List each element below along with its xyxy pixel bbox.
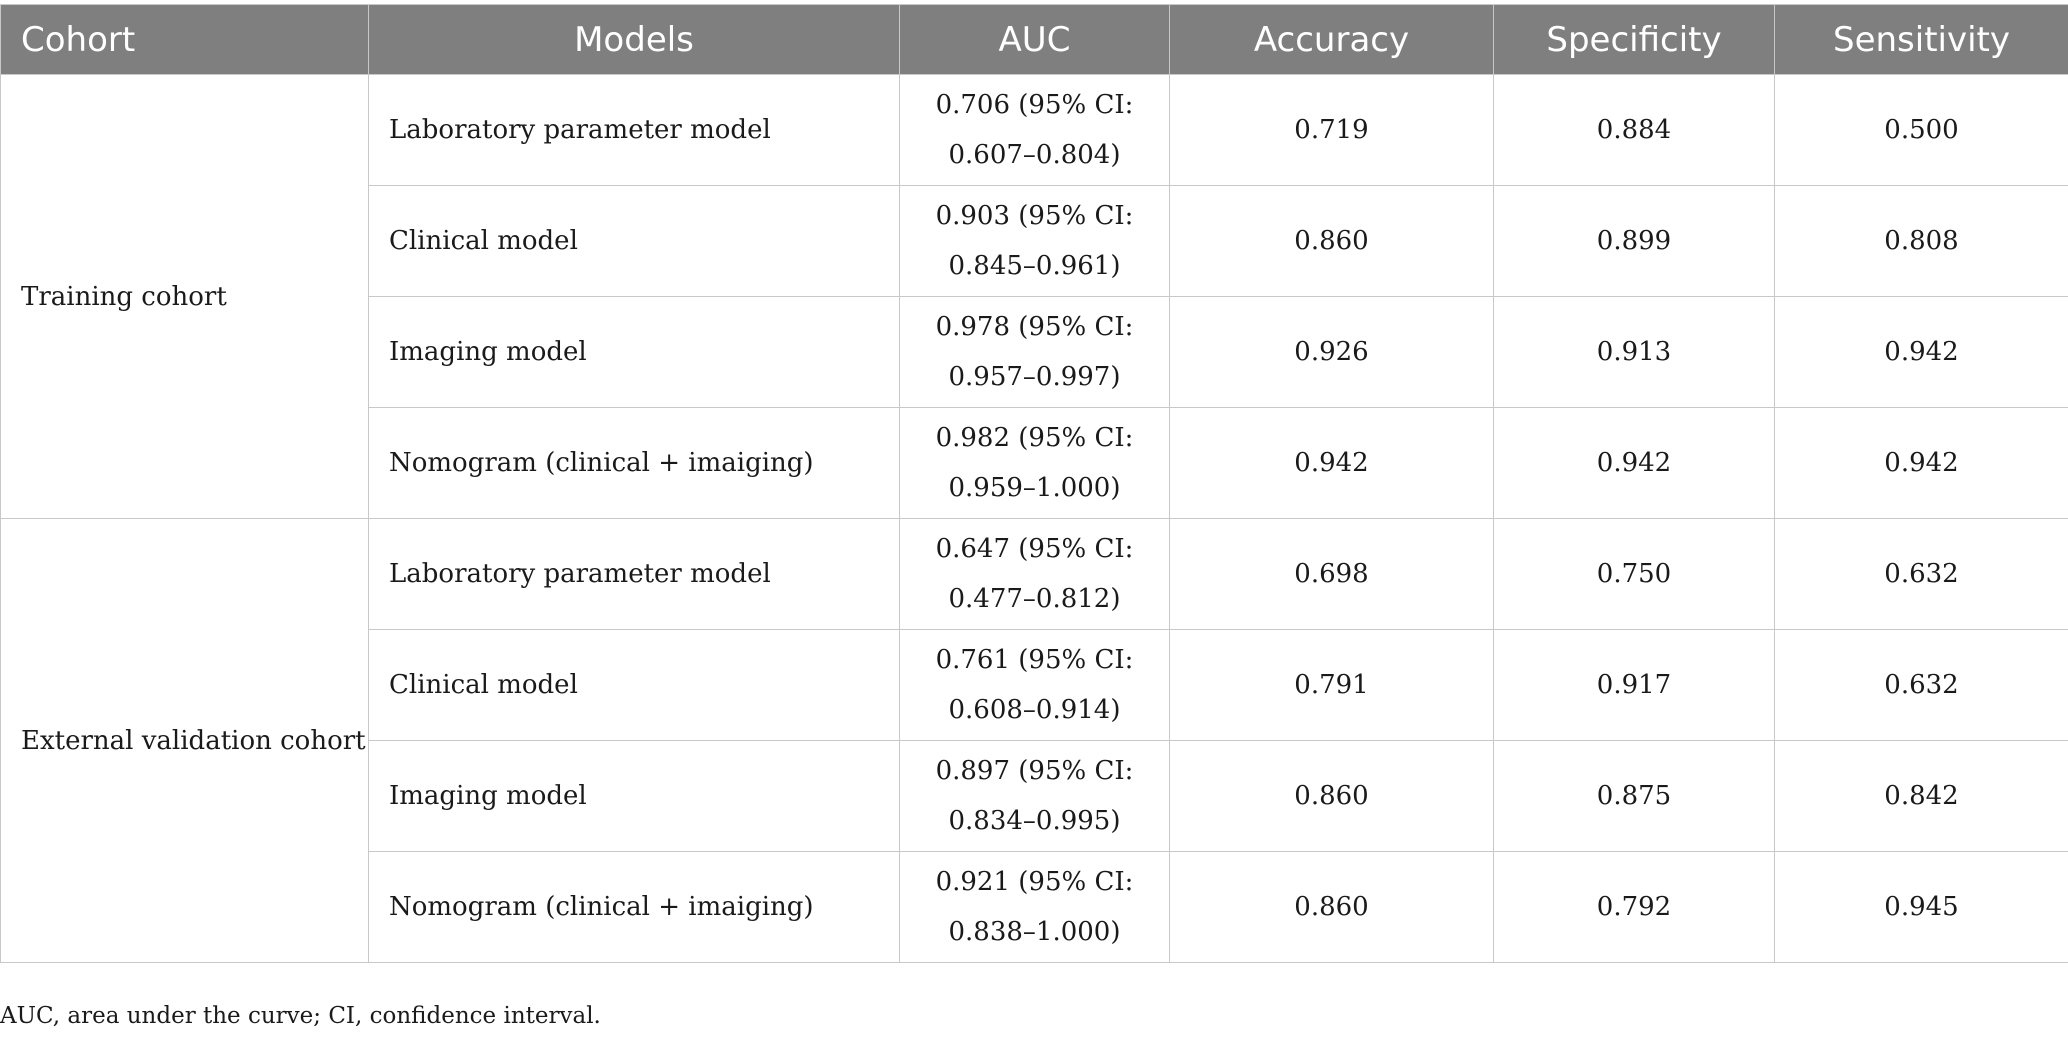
auc-ci-range: 0.607–0.804) xyxy=(948,140,1121,170)
model-cell: Imaging model xyxy=(368,740,900,852)
accuracy-cell: 0.860 xyxy=(1169,185,1494,297)
sensitivity-cell: 0.945 xyxy=(1774,851,2068,963)
table-footnote: AUC, area under the curve; CI, confidenc… xyxy=(0,1003,601,1029)
auc-value: 0.706 (95% CI: xyxy=(935,90,1134,120)
auc-ci-range: 0.959–1.000) xyxy=(948,473,1121,503)
accuracy-cell: 0.791 xyxy=(1169,629,1494,741)
sensitivity-cell: 0.632 xyxy=(1774,518,2068,630)
auc-cell: 0.903 (95% CI: 0.845–0.961) xyxy=(899,185,1170,297)
accuracy-cell: 0.698 xyxy=(1169,518,1494,630)
auc-cell: 0.978 (95% CI: 0.957–0.997) xyxy=(899,296,1170,408)
table-row: Clinical model 0.761 (95% CI: 0.608–0.914)… xyxy=(1,629,2068,741)
model-cell: Nomogram (clinical + imaiging) xyxy=(368,851,900,963)
auc-ci-range: 0.845–0.961) xyxy=(948,251,1121,281)
model-cell: Clinical model xyxy=(368,629,900,741)
header-cohort: Cohort xyxy=(0,4,369,75)
sensitivity-cell: 0.632 xyxy=(1774,629,2068,741)
auc-cell: 0.761 (95% CI: 0.608–0.914) xyxy=(899,629,1170,741)
model-cell: Laboratory parameter model xyxy=(368,74,900,186)
specificity-cell: 0.942 xyxy=(1493,407,1775,519)
specificity-cell: 0.884 xyxy=(1493,74,1775,186)
model-cell: Imaging model xyxy=(368,296,900,408)
auc-cell: 0.647 (95% CI: 0.477–0.812) xyxy=(899,518,1170,630)
specificity-cell: 0.917 xyxy=(1493,629,1775,741)
header-specificity: Specificity xyxy=(1493,4,1775,75)
auc-cell: 0.897 (95% CI: 0.834–0.995) xyxy=(899,740,1170,852)
accuracy-cell: 0.942 xyxy=(1169,407,1494,519)
table-row: Nomogram (clinical + imaiging) 0.982 (95%… xyxy=(1,407,2068,519)
auc-value: 0.761 (95% CI: xyxy=(935,645,1134,675)
auc-ci-range: 0.838–1.000) xyxy=(948,917,1121,947)
model-cell: Nomogram (clinical + imaiging) xyxy=(368,407,900,519)
table-row: Clinical model 0.903 (95% CI: 0.845–0.961)… xyxy=(1,185,2068,297)
auc-ci-range: 0.834–0.995) xyxy=(948,806,1121,836)
accuracy-cell: 0.719 xyxy=(1169,74,1494,186)
header-auc: AUC xyxy=(899,4,1170,75)
model-cell: Clinical model xyxy=(368,185,900,297)
auc-value: 0.921 (95% CI: xyxy=(935,867,1134,897)
auc-value: 0.903 (95% CI: xyxy=(935,201,1134,231)
auc-cell: 0.921 (95% CI: 0.838–1.000) xyxy=(899,851,1170,963)
auc-ci-range: 0.477–0.812) xyxy=(948,584,1121,614)
accuracy-cell: 0.926 xyxy=(1169,296,1494,408)
specificity-cell: 0.913 xyxy=(1493,296,1775,408)
auc-cell: 0.706 (95% CI: 0.607–0.804) xyxy=(899,74,1170,186)
auc-value: 0.897 (95% CI: xyxy=(935,756,1134,786)
header-row: Cohort Models AUC Accuracy Specificity S… xyxy=(0,4,2068,75)
accuracy-cell: 0.860 xyxy=(1169,851,1494,963)
auc-ci-range: 0.608–0.914) xyxy=(948,695,1121,725)
table-row: Imaging model 0.978 (95% CI: 0.957–0.997) 0… xyxy=(1,296,2068,408)
table-row: Nomogram (clinical + imaiging) 0.921 (95%… xyxy=(1,851,2068,963)
specificity-cell: 0.792 xyxy=(1493,851,1775,963)
model-performance-table: Cohort Models AUC Accuracy Specificity S… xyxy=(0,4,2068,963)
auc-value: 0.982 (95% CI: xyxy=(935,423,1134,453)
cohort-cell: External validation cohort xyxy=(0,518,369,963)
auc-ci-range: 0.957–0.997) xyxy=(948,362,1121,392)
specificity-cell: 0.750 xyxy=(1493,518,1775,630)
specificity-cell: 0.899 xyxy=(1493,185,1775,297)
header-sensitivity: Sensitivity xyxy=(1774,4,2068,75)
results-table-container: Cohort Models AUC Accuracy Specificity S… xyxy=(0,4,2068,963)
table-row: Training cohort Laboratory parameter mode… xyxy=(0,74,2068,519)
sensitivity-cell: 0.942 xyxy=(1774,296,2068,408)
auc-value: 0.647 (95% CI: xyxy=(935,534,1134,564)
accuracy-cell: 0.860 xyxy=(1169,740,1494,852)
sensitivity-cell: 0.500 xyxy=(1774,74,2068,186)
sensitivity-cell: 0.942 xyxy=(1774,407,2068,519)
table-body: Training cohort Laboratory parameter mode… xyxy=(0,74,2068,963)
sensitivity-cell: 0.808 xyxy=(1774,185,2068,297)
header-models: Models xyxy=(368,4,900,75)
specificity-cell: 0.875 xyxy=(1493,740,1775,852)
table-row: Imaging model 0.897 (95% CI: 0.834–0.995) 0… xyxy=(1,740,2068,852)
auc-value: 0.978 (95% CI: xyxy=(935,312,1134,342)
sensitivity-cell: 0.842 xyxy=(1774,740,2068,852)
auc-cell: 0.982 (95% CI: 0.959–1.000) xyxy=(899,407,1170,519)
table-row: External validation cohort Laboratory par… xyxy=(0,518,2068,963)
header-accuracy: Accuracy xyxy=(1169,4,1494,75)
model-cell: Laboratory parameter model xyxy=(368,518,900,630)
cohort-cell: Training cohort xyxy=(0,74,369,519)
